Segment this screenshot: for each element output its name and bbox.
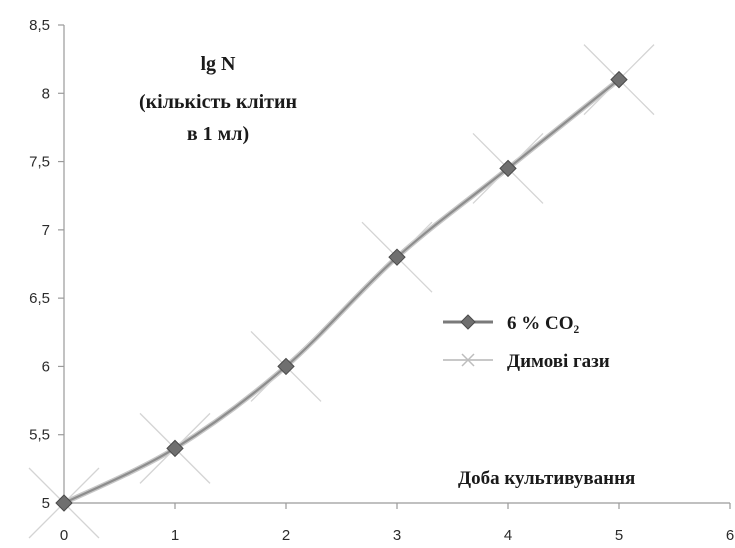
data-point-co2 xyxy=(55,494,73,512)
legend-label-co2: 6 % CO₂ xyxy=(507,313,580,334)
series-layer xyxy=(28,44,655,539)
data-point-co2 xyxy=(388,248,406,266)
series-line-smoke xyxy=(61,77,622,506)
x-tick-label: 0 xyxy=(60,527,68,544)
y-tick-label: 8 xyxy=(42,85,50,102)
legend: 6 % CO₂ Димові гази xyxy=(443,313,610,372)
y-tick-label: 7 xyxy=(42,222,50,239)
y-tick-label: 5 xyxy=(42,495,50,512)
y-tick-label: 7,5 xyxy=(29,154,50,171)
y-axis-label-line-2: (кількість клітин xyxy=(139,91,297,113)
legend-marker-diamond-icon xyxy=(460,314,476,330)
data-point-co2 xyxy=(499,159,517,178)
data-point-co2 xyxy=(277,357,295,376)
legend-label-smoke: Димові гази xyxy=(507,351,610,372)
x-tick-label: 5 xyxy=(615,527,623,544)
y-axis-label-line-3: в 1 мл) xyxy=(187,123,249,145)
y-tick-label: 6,5 xyxy=(29,290,50,307)
legend-item-smoke: Димові гази xyxy=(443,351,610,372)
x-tick-label: 4 xyxy=(504,527,512,544)
x-tick-label: 3 xyxy=(393,527,401,544)
x-ticks: 0 1 2 3 4 5 6 xyxy=(60,503,734,544)
y-tick-label: 5,5 xyxy=(29,427,50,444)
y-axis-label-line-1: lg N xyxy=(201,53,237,75)
x-tick-label: 2 xyxy=(282,527,290,544)
y-tick-label: 6 xyxy=(42,358,50,375)
y-tick-label: 8,5 xyxy=(29,17,50,34)
legend-marker-x-icon xyxy=(461,353,475,367)
x-axis-label: Доба культивування xyxy=(458,468,635,489)
data-point-co2 xyxy=(166,439,184,458)
data-point-co2 xyxy=(610,70,628,89)
x-tick-label: 1 xyxy=(171,527,179,544)
y-ticks: 5 5,5 6 6,5 7 7,5 8 8,5 xyxy=(29,17,64,512)
series-line-co2 xyxy=(62,78,621,505)
x-tick-label: 6 xyxy=(726,527,734,544)
legend-item-co2: 6 % CO₂ xyxy=(443,313,580,334)
y-axis-label: lg N (кількість клітин в 1 мл) xyxy=(139,53,297,145)
